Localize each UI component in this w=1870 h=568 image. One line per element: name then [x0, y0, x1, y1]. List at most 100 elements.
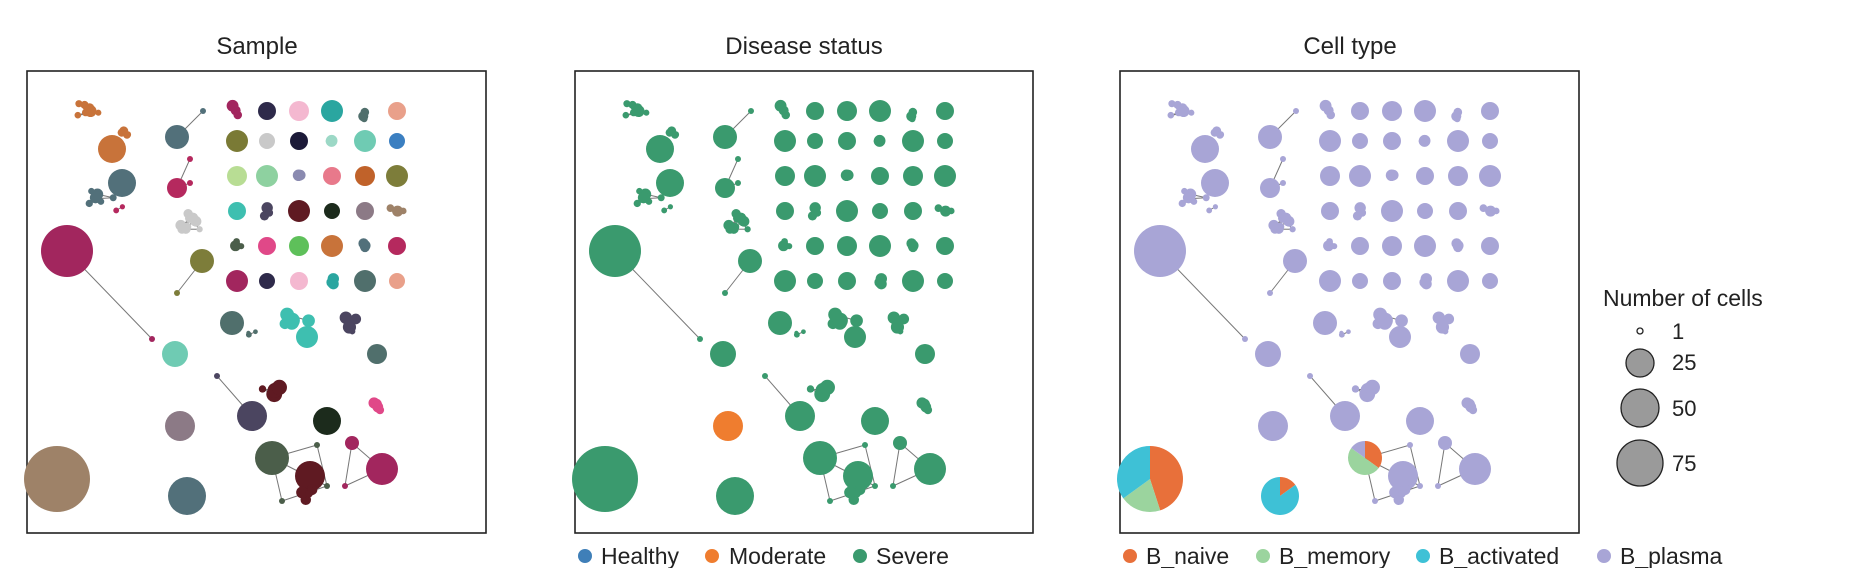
clone-node	[1389, 326, 1411, 348]
clone-node	[1202, 194, 1210, 202]
clone-node	[290, 132, 308, 150]
network-edge	[1437, 442, 1446, 487]
clone-node	[1331, 243, 1338, 250]
clone-node	[342, 483, 348, 489]
clone-node	[915, 344, 935, 364]
clone-node	[1289, 226, 1296, 233]
legend-celltype: B_naive B_memory B_activated B_plasma	[1123, 543, 1722, 568]
clone-node	[1389, 486, 1402, 499]
clone-node	[837, 101, 857, 121]
clone-node	[226, 99, 239, 112]
clone-node	[238, 243, 245, 250]
clone-node	[1280, 212, 1292, 223]
clone-node	[1419, 135, 1431, 147]
clone-node	[354, 130, 376, 152]
pie-slice	[1117, 446, 1150, 499]
clone-node	[258, 102, 276, 120]
clone-node	[119, 204, 126, 210]
clone-node	[589, 225, 641, 277]
network-edge	[892, 442, 901, 487]
size-legend-circle-1	[1636, 327, 1644, 335]
clone-node	[922, 405, 930, 413]
clone-node	[934, 165, 956, 187]
clone-node	[95, 109, 102, 116]
clone-node	[75, 100, 83, 108]
clone-node	[774, 270, 796, 292]
clone-node	[1326, 238, 1333, 245]
clone-node	[168, 477, 206, 515]
clone-node	[1313, 311, 1337, 335]
clone-node	[1188, 109, 1195, 116]
clone-node	[632, 105, 645, 118]
legend-swatch-severe	[853, 549, 867, 563]
clone-node	[806, 385, 815, 393]
clone-node	[356, 202, 374, 220]
panel-title-disease: Disease status	[725, 33, 882, 60]
clone-node	[1267, 290, 1273, 296]
clone-node	[1435, 483, 1441, 489]
clone-node	[1258, 411, 1288, 441]
clone-node	[947, 207, 955, 215]
clone-node	[762, 373, 768, 379]
clone-node	[24, 446, 90, 512]
clone-node	[214, 373, 220, 379]
clone-node	[349, 328, 356, 335]
clone-node	[844, 326, 866, 348]
clone-node	[914, 453, 946, 485]
clone-node	[1191, 135, 1219, 163]
clone-node	[806, 237, 824, 255]
clone-node	[1351, 385, 1360, 393]
network-celltype	[1117, 99, 1501, 515]
clone-node	[1447, 130, 1469, 152]
clone-node	[838, 272, 856, 290]
clone-node	[1406, 407, 1434, 435]
clone-node	[350, 313, 362, 325]
clone-node	[898, 313, 910, 325]
panel-frame-sample	[26, 70, 487, 534]
clone-node	[196, 226, 203, 233]
clone-node	[1280, 156, 1286, 162]
clone-node	[314, 442, 320, 448]
clone-node	[258, 385, 267, 393]
pie-slice	[1348, 448, 1379, 475]
clone-node	[74, 111, 82, 119]
clone-node	[367, 344, 387, 364]
panel-title-celltype: Cell type	[1303, 33, 1396, 60]
clone-node	[182, 222, 192, 232]
clone-node	[1260, 178, 1280, 198]
clone-node	[1319, 99, 1332, 112]
clone-node	[716, 477, 754, 515]
panel-frame-disease	[574, 70, 1034, 534]
clone-node	[838, 132, 856, 150]
clone-node	[667, 204, 674, 210]
clone-node	[1255, 341, 1281, 367]
clone-node	[1339, 330, 1344, 335]
clone-node	[776, 202, 794, 220]
clone-node	[187, 156, 193, 162]
size-legend-label-50: 50	[1672, 396, 1696, 421]
clone-node	[804, 165, 826, 187]
network-sample	[24, 99, 408, 515]
clone-node	[735, 180, 741, 186]
network-edge	[1409, 444, 1421, 487]
clone-node	[399, 207, 407, 215]
clone-node	[1351, 237, 1369, 255]
clone-node	[233, 110, 243, 120]
clone-node	[907, 240, 919, 252]
clone-node	[837, 236, 857, 256]
clone-node	[1447, 270, 1469, 292]
clone-node	[1330, 401, 1360, 431]
pie-slice	[1123, 479, 1161, 512]
clone-node	[190, 249, 214, 273]
clone-node	[1459, 453, 1491, 485]
clone-node	[897, 328, 904, 335]
clone-node	[1443, 313, 1455, 325]
clone-node	[237, 401, 267, 431]
clone-node	[162, 341, 188, 367]
clone-node	[850, 314, 863, 328]
clone-node	[1479, 204, 1488, 212]
clone-node	[836, 200, 858, 222]
legend-disease: Healthy Moderate Severe	[578, 543, 949, 568]
clone-node	[934, 204, 943, 212]
